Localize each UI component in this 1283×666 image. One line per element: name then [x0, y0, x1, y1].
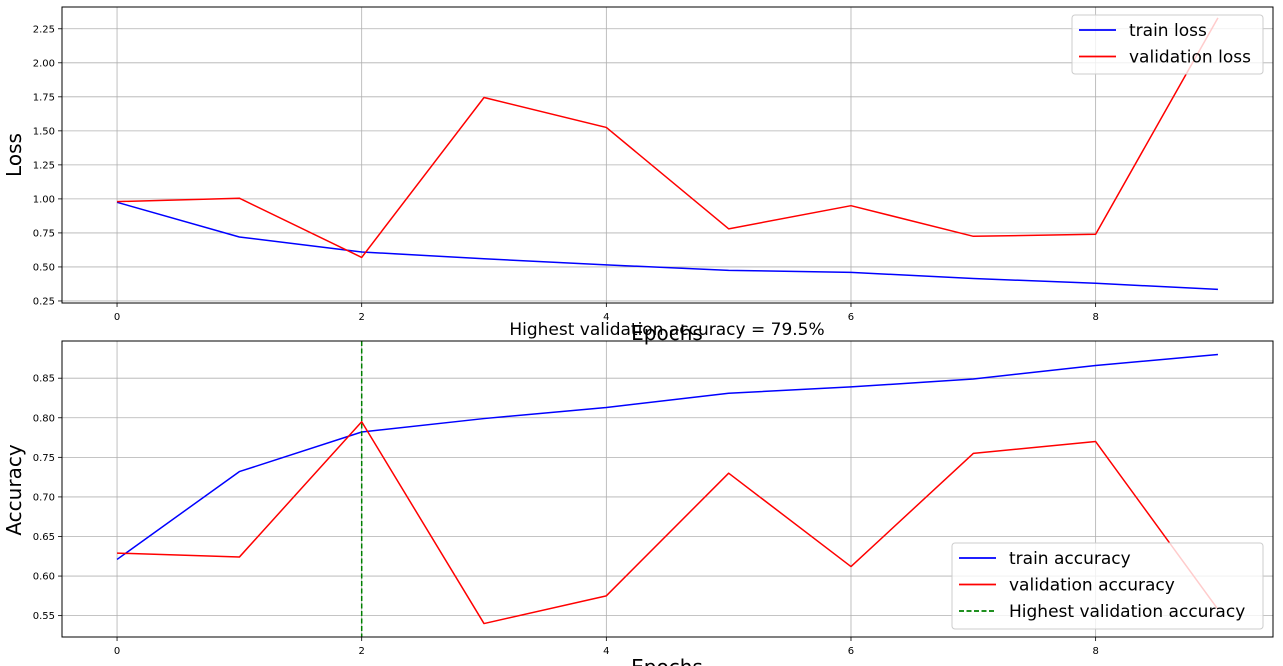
loss-series-group — [116, 17, 1219, 291]
loss-y-axis-label: Loss — [2, 133, 26, 177]
accuracy-y-tick-label: 0.65 — [33, 532, 55, 543]
accuracy-x-tick-label: 8 — [1092, 646, 1098, 657]
loss-x-tick-label: 4 — [603, 312, 609, 323]
loss-chart: 0 2 4 6 8 0.25 0.50 0.75 1.00 1.25 1.50 1.75 2.00 2.2… — [2, 6, 1274, 345]
accuracy-legend-label-Highest-validation-accuracy: Highest validation accuracy — [1009, 602, 1245, 622]
loss-y-tick-label: 0.50 — [33, 262, 55, 273]
loss-legend-label-validation-loss: validation loss — [1129, 48, 1251, 68]
loss-y-tick-label: 1.75 — [33, 92, 55, 103]
loss-legend: train loss validation loss — [1071, 14, 1264, 75]
loss-axes-frame — [61, 6, 1274, 304]
loss-train-loss-line — [116, 201, 1218, 291]
loss-y-tick-label: 2.00 — [33, 58, 55, 69]
loss-x-tick-label: 6 — [848, 312, 854, 323]
accuracy-legend-label-validation-accuracy: validation accuracy — [1009, 576, 1175, 596]
loss-validation-loss-line — [117, 17, 1219, 259]
accuracy-x-tick-label: 2 — [359, 646, 365, 657]
accuracy-y-tick-label: 0.80 — [33, 413, 55, 424]
accuracy-x-tick-label: 6 — [848, 646, 854, 657]
accuracy-y-tick-label: 0.60 — [33, 572, 55, 583]
accuracy-axes-frame — [61, 340, 1274, 638]
loss-y-tick-label: 1.50 — [33, 126, 55, 137]
loss-x-tick-label: 0 — [114, 312, 120, 323]
accuracy-y-tick-label: 0.55 — [33, 611, 55, 622]
accuracy-y-tick-label: 0.75 — [33, 453, 55, 464]
loss-grid — [62, 7, 1273, 303]
accuracy-legend: train accuracy validation accuracy Highest… — [951, 542, 1264, 630]
accuracy-chart: 0 2 4 6 8 0.55 0.60 0.65 0.70 0.75 0.80 0.85 Highes… — [2, 320, 1274, 666]
accuracy-y-tick-label: 0.85 — [33, 374, 55, 385]
loss-y-tick-label: 1.00 — [33, 194, 55, 205]
accuracy-series-group — [116, 341, 1219, 637]
loss-legend-label-train-loss: train loss — [1129, 21, 1207, 41]
accuracy-legend-box — [951, 542, 1264, 630]
loss-legend-box — [1071, 14, 1264, 75]
loss-ticks: 0 2 4 6 8 0.25 0.50 0.75 1.00 1.25 1.50 1.75 2.00 2.2… — [33, 24, 1099, 323]
loss-y-tick-label: 0.25 — [33, 296, 55, 307]
accuracy-validation-accuracy-line — [117, 420, 1219, 625]
accuracy-x-axis-label: Epochs — [631, 655, 703, 666]
accuracy-y-tick-label: 0.70 — [33, 492, 55, 503]
loss-y-tick-label: 2.25 — [33, 24, 55, 35]
accuracy-y-axis-label: Accuracy — [2, 444, 26, 535]
accuracy-chart-title: Highest validation accuracy = 79.5% — [509, 320, 824, 340]
loss-y-tick-label: 0.75 — [33, 228, 55, 239]
accuracy-train-accuracy-line — [116, 353, 1219, 561]
accuracy-x-tick-label: 0 — [114, 646, 120, 657]
loss-x-tick-label: 2 — [359, 312, 365, 323]
loss-y-tick-label: 1.25 — [33, 160, 55, 171]
accuracy-legend-label-train-accuracy: train accuracy — [1009, 549, 1131, 569]
accuracy-x-tick-label: 4 — [603, 646, 609, 657]
accuracy-ticks: 0 2 4 6 8 0.55 0.60 0.65 0.70 0.75 0.80 0.85 — [33, 374, 1099, 657]
loss-x-tick-label: 8 — [1092, 312, 1098, 323]
